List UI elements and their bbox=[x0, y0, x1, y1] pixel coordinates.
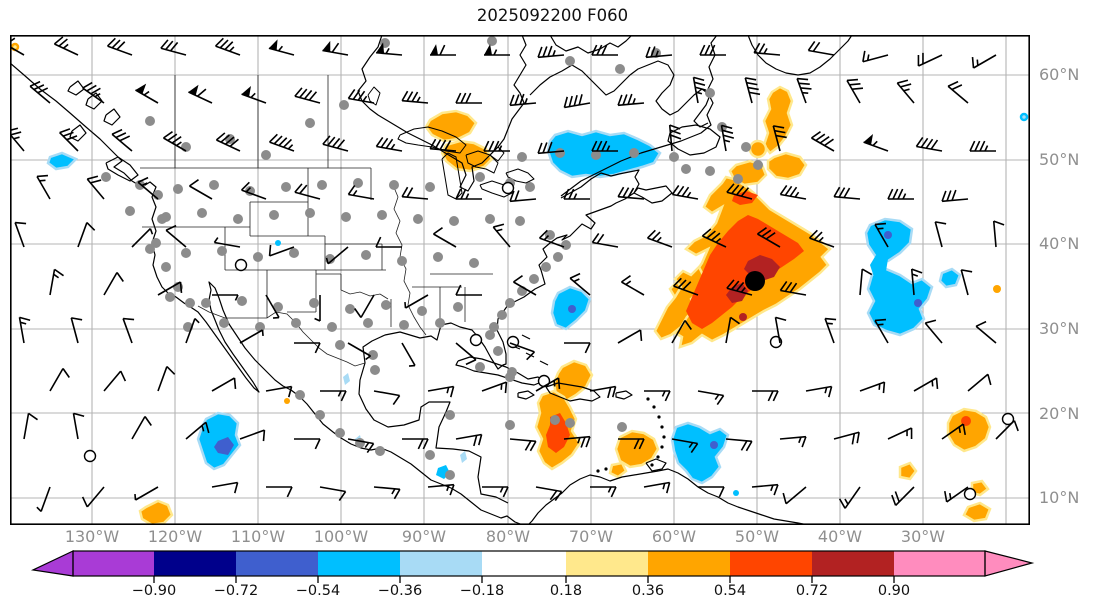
shaded-region-east-cyan-south bbox=[866, 267, 934, 337]
shaded-region-bottomright-orange-2 bbox=[898, 461, 918, 481]
lon-tick-label: 80°W bbox=[485, 527, 531, 546]
lon-tick-label: 90°W bbox=[401, 527, 447, 546]
lon-tick-label: 130°W bbox=[64, 527, 120, 546]
shaded-region-east-cyan-north bbox=[864, 217, 914, 263]
shaded-region-atlantic-firebrick-3 bbox=[739, 313, 747, 321]
colorbar-tick-label: −0.72 bbox=[213, 583, 259, 599]
shaded-region-east-small-cyan bbox=[938, 267, 962, 289]
lon-tick-label: 70°W bbox=[568, 527, 614, 546]
wind-barbs bbox=[10, 35, 1019, 512]
shaded-region-yucatan-lightblue-sliver bbox=[460, 451, 467, 463]
colorbar-tick-label: 0.18 bbox=[549, 583, 583, 599]
shaded-region-quebec-cyan bbox=[546, 129, 662, 179]
shaded-region-bottomright-orange-4 bbox=[962, 501, 992, 523]
lon-tick-label: 60°W bbox=[651, 527, 697, 546]
colorbar-segment bbox=[730, 551, 812, 576]
shaded-region-antilles-cyan-tiny bbox=[733, 490, 739, 496]
colorbar-tick-label: −0.36 bbox=[377, 583, 423, 599]
colorbar-tick-label: 0.36 bbox=[631, 583, 665, 599]
lon-tick-label: 40°W bbox=[817, 527, 863, 546]
colorbar-segment bbox=[154, 551, 236, 576]
shaded-region-east-royal-spot-1 bbox=[884, 231, 892, 239]
lat-tick-label: 10°N bbox=[1039, 488, 1080, 507]
shaded-region-bottomright-orange bbox=[946, 407, 992, 453]
shaded-region-east-royal-spot-2 bbox=[914, 299, 922, 307]
lat-tick-label: 50°N bbox=[1039, 150, 1080, 169]
shaded-region-antilles-navy-spot bbox=[710, 441, 718, 449]
colorbar-tick-label: 0.90 bbox=[877, 583, 911, 599]
map-border bbox=[10, 35, 1030, 525]
shaded-region-east-orange-dot bbox=[993, 285, 1001, 293]
colorbar-segment bbox=[73, 551, 154, 576]
station-dots bbox=[83, 36, 1015, 501]
lat-tick-label: 60°N bbox=[1039, 65, 1080, 84]
shaded-region-midatlantic-navy-spot bbox=[568, 305, 576, 313]
colorbar-extend-left bbox=[30, 550, 74, 577]
shaded-region-plains-cyan-dot bbox=[275, 240, 281, 246]
lat-tick-label: 20°N bbox=[1039, 404, 1080, 423]
shaded-region-antilles-orange bbox=[614, 429, 660, 469]
plot-title: 2025092200 F060 bbox=[476, 6, 629, 25]
shaded-region-antilles-orange-lobe bbox=[608, 461, 628, 479]
target-point-marker bbox=[745, 271, 765, 291]
shaded-region-mexico-orange-dot bbox=[284, 398, 290, 404]
shaded-region-bc-coast-cyan-sliver bbox=[46, 151, 79, 171]
shaded-region-labrador-orange-ellipse bbox=[748, 139, 768, 159]
shaded-regions bbox=[10, 42, 1029, 525]
colorbar-segment bbox=[812, 551, 894, 576]
shaded-region-atlantic-orangered-spot bbox=[732, 191, 758, 205]
lon-tick-label: 120°W bbox=[147, 527, 203, 546]
colorbar-segment bbox=[566, 551, 648, 576]
colorbar-segment bbox=[482, 551, 566, 576]
colorbar-segment bbox=[400, 551, 482, 576]
shaded-region-antilles-cyan bbox=[670, 421, 730, 485]
shaded-region-atlantic-firebrick-2 bbox=[726, 283, 748, 303]
shaded-region-bottomright-red-spot bbox=[961, 416, 971, 426]
lon-tick-label: 110°W bbox=[230, 527, 286, 546]
colorbar-tick-label: −0.18 bbox=[459, 583, 505, 599]
colorbar-segment bbox=[894, 551, 985, 576]
colorbar-segment bbox=[236, 551, 318, 576]
map-canvas bbox=[10, 35, 1030, 525]
colorbar bbox=[30, 550, 1035, 583]
colorbar-segment bbox=[318, 551, 400, 576]
shaded-region-labrador-orange-3 bbox=[766, 151, 808, 181]
shaded-region-pacific-navy-core bbox=[214, 437, 234, 455]
shaded-region-bottomleft-orange bbox=[138, 499, 174, 525]
colorbar-tick-label: −0.90 bbox=[131, 583, 177, 599]
colorbar-segment bbox=[648, 551, 730, 576]
lon-tick-label: 50°W bbox=[734, 527, 780, 546]
colorbar-tick-label: 0.72 bbox=[795, 583, 829, 599]
shaded-region-rightedge-lightblue-dot bbox=[1019, 112, 1029, 122]
shaded-region-mexico-lightblue-sliver-1 bbox=[343, 373, 350, 385]
colorbar-extend-right bbox=[984, 550, 1035, 577]
lon-tick-label: 100°W bbox=[313, 527, 369, 546]
lat-tick-label: 30°N bbox=[1039, 319, 1080, 338]
lon-tick-label: 30°W bbox=[900, 527, 946, 546]
colorbar-tick-label: 0.54 bbox=[713, 583, 747, 599]
colorbar-tick-label: −0.54 bbox=[295, 583, 341, 599]
shaded-region-east-cyan-neck bbox=[870, 255, 888, 277]
lat-tick-label: 40°N bbox=[1039, 234, 1080, 253]
shaded-region-manitoba-orange-1 bbox=[424, 109, 478, 143]
